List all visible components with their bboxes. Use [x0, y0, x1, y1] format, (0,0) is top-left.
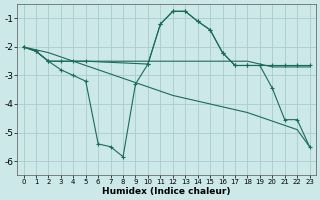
- X-axis label: Humidex (Indice chaleur): Humidex (Indice chaleur): [102, 187, 231, 196]
